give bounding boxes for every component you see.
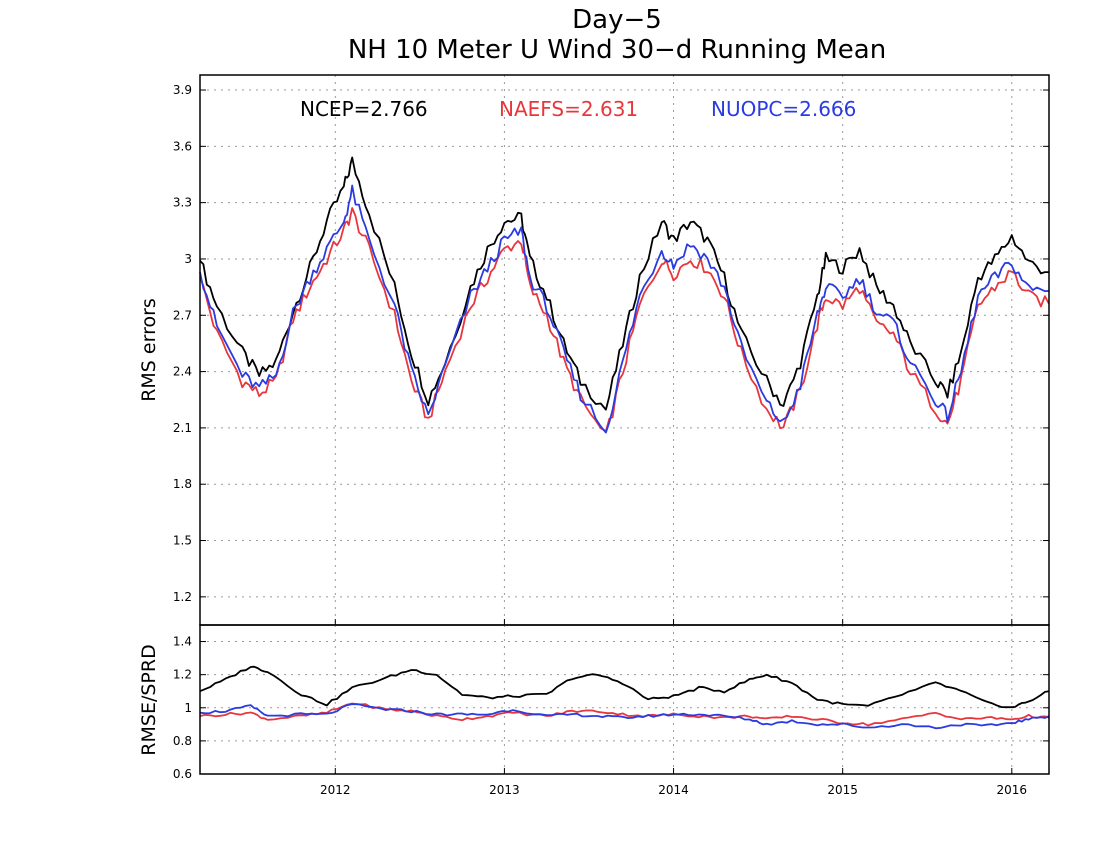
- x-axis: 2012 2013 2014 2015 2016: [320, 783, 1027, 797]
- rms-y-tick-label: 2.1: [173, 421, 192, 435]
- ratio-series-naefs: [199, 702, 1050, 727]
- ratio-series-ncep: [199, 665, 1050, 709]
- ratio-series-nuopc: [199, 703, 1050, 730]
- rms-y-tick-label: 3.3: [173, 196, 192, 210]
- rms-errors-grid: [200, 75, 1049, 625]
- legend-ncep: NCEP=2.766: [300, 97, 428, 121]
- rmse-sprd-grid: [200, 625, 1049, 774]
- chart-title: Day−5: [572, 5, 662, 35]
- x-tick-label: 2013: [489, 783, 520, 797]
- rmse-sprd-y-label: RMSE/SPRD: [138, 644, 160, 755]
- ratio-y-tick-label: 1.2: [173, 668, 192, 682]
- x-tick-label: 2012: [320, 783, 351, 797]
- rms-y-tick-label: 3: [184, 252, 192, 266]
- rms-y-tick-label: 3.6: [173, 139, 192, 153]
- ratio-y-tick-label: 0.6: [173, 767, 192, 781]
- legend-nuopc: NUOPC=2.666: [711, 97, 856, 121]
- ratio-y-tick-label: 1: [184, 701, 192, 715]
- chart-subtitle: NH 10 Meter U Wind 30−d Running Mean: [348, 35, 886, 65]
- legend-naefs: NAEFS=2.631: [499, 97, 638, 121]
- rms-series-nuopc: [199, 184, 1050, 434]
- rmse-sprd-panel: 0.6 0.8 1 1.2 1.4 RMSE/SPRD 2012 2013 2014 2015…: [138, 624, 1050, 797]
- rms-y-tick-label: 3.9: [173, 83, 192, 97]
- rms-y-tick-label: 1.2: [173, 590, 192, 604]
- rms-errors-y-label: RMS errors: [138, 298, 160, 402]
- rms-y-tick-label: 2.7: [173, 308, 192, 322]
- rms-y-tick-label: 1.8: [173, 477, 192, 491]
- ratio-y-tick-label: 0.8: [173, 734, 192, 748]
- rms-y-tick-label: 2.4: [173, 365, 192, 379]
- rms-y-tick-label: 1.5: [173, 534, 192, 548]
- rms-series-ncep: [199, 156, 1049, 411]
- rmse-sprd-series: [199, 665, 1050, 730]
- x-tick-label: 2014: [658, 783, 689, 797]
- rmse-sprd-frame: [199, 624, 1050, 775]
- rms-errors-y-axis: 1.2 1.5 1.8 2.1 2.4 2.7 3 3.3 3.6 3.9: [173, 83, 1049, 625]
- rms-series-naefs: [199, 207, 1050, 433]
- x-tick-label: 2016: [997, 783, 1028, 797]
- rms-errors-series: [199, 156, 1050, 434]
- x-tick-label: 2015: [827, 783, 858, 797]
- rms-errors-frame: [199, 74, 1050, 626]
- ratio-y-tick-label: 1.4: [173, 635, 192, 649]
- rmse-sprd-y-axis: 0.6 0.8 1 1.2 1.4: [173, 635, 1049, 781]
- rms-errors-panel: 1.21.51.82.12.42.733.33.63.9 RMS errors …: [138, 74, 1050, 626]
